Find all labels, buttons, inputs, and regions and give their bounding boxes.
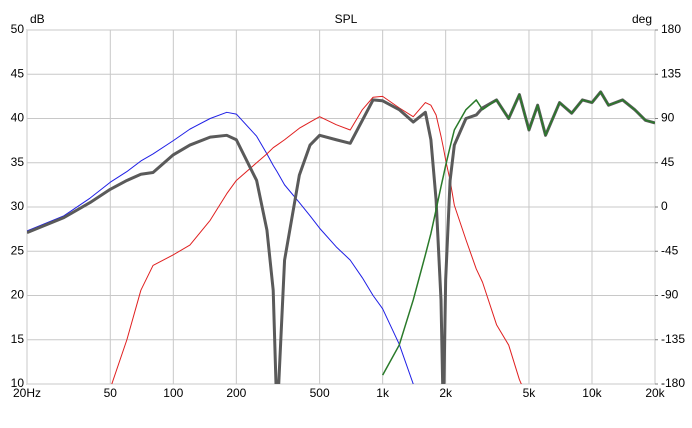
y-tick-label: 25	[11, 243, 25, 257]
x-tick-label: 20Hz	[13, 386, 41, 400]
series-line	[111, 95, 522, 384]
y-tick-label: 20	[11, 288, 25, 302]
y2-tick-label: 0	[661, 199, 668, 213]
chart-title: SPL	[335, 12, 358, 26]
x-tick-label: 20k	[645, 386, 665, 400]
x-tick-label: 200	[226, 386, 246, 400]
y2-tick-label: -45	[661, 243, 679, 257]
y2-tick-label: 90	[661, 111, 675, 125]
y2-tick-label: -90	[661, 288, 679, 302]
y2-axis-label: deg	[632, 12, 652, 26]
y-tick-label: 30	[11, 199, 25, 213]
y-tick-label: 10	[11, 376, 25, 390]
y-tick-label: 50	[11, 22, 25, 36]
y-tick-label: 35	[11, 155, 25, 169]
series-line	[381, 91, 655, 376]
y-tick-label: 15	[11, 332, 25, 346]
x-tick-label: 50	[104, 386, 118, 400]
y-tick-label: 45	[11, 66, 25, 80]
y-axis-label: dB	[30, 12, 45, 26]
y2-tick-label: 135	[661, 66, 681, 80]
x-tick-label: 500	[310, 386, 330, 400]
y2-tick-label: 45	[661, 155, 675, 169]
x-tick-label: 100	[163, 386, 183, 400]
y2-tick-label: -180	[661, 376, 685, 390]
x-tick-label: 1k	[376, 386, 390, 400]
x-tick-label: 5k	[523, 386, 537, 400]
y2-tick-label: -135	[661, 332, 685, 346]
x-tick-label: 10k	[582, 386, 602, 400]
y2-tick-label: 180	[661, 22, 681, 36]
y-tick-label: 40	[11, 111, 25, 125]
x-tick-label: 2k	[439, 386, 453, 400]
